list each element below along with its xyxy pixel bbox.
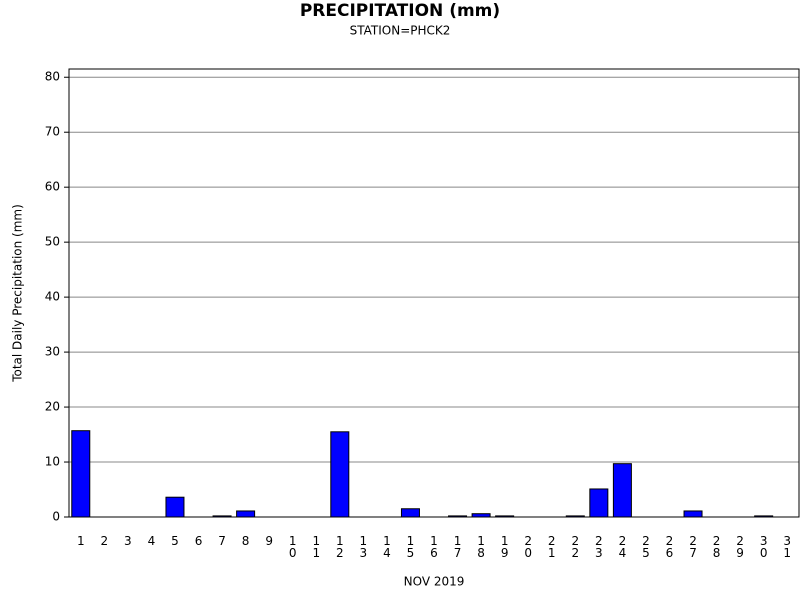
y-tick-label: 30: [45, 345, 60, 359]
x-tick-label: 5: [171, 534, 179, 548]
bar: [212, 515, 232, 518]
x-axis-label: NOV 2019: [404, 575, 465, 589]
bar: [165, 496, 185, 518]
y-axis-label: Total Daily Precipitation (mm): [11, 204, 25, 383]
bar: [589, 488, 609, 518]
y-tick-label: 50: [45, 235, 60, 249]
x-tick-label: 4: [148, 534, 156, 548]
y-tick-label: 70: [45, 125, 60, 139]
bar: [754, 515, 774, 518]
y-tick-label: 40: [45, 290, 60, 304]
bar: [495, 515, 515, 518]
bar: [330, 431, 350, 518]
chart-title: PRECIPITATION (mm): [300, 1, 500, 21]
x-tick-label: 3: [124, 534, 132, 548]
x-tick-label: 6: [195, 534, 203, 548]
plot-frame: [68, 68, 800, 518]
bar: [612, 463, 632, 518]
x-tick-label: 8: [242, 534, 250, 548]
y-tick-label: 60: [45, 180, 60, 194]
bar: [683, 510, 703, 518]
x-tick-label: 7: [218, 534, 226, 548]
x-tick-label: 1: [77, 534, 85, 548]
y-tick-label: 0: [52, 510, 60, 524]
bar: [448, 515, 468, 518]
bar: [471, 513, 491, 518]
y-tick-label: 10: [45, 455, 60, 469]
y-tick-label: 80: [45, 70, 60, 84]
bar: [236, 510, 256, 518]
bar: [400, 508, 420, 518]
y-tick-label: 20: [45, 400, 60, 414]
chart-subtitle: STATION=PHCK2: [350, 24, 451, 38]
x-tick-label: 9: [265, 534, 273, 548]
bar: [565, 515, 585, 518]
x-tick-label: 2: [101, 534, 109, 548]
bar: [71, 430, 91, 518]
